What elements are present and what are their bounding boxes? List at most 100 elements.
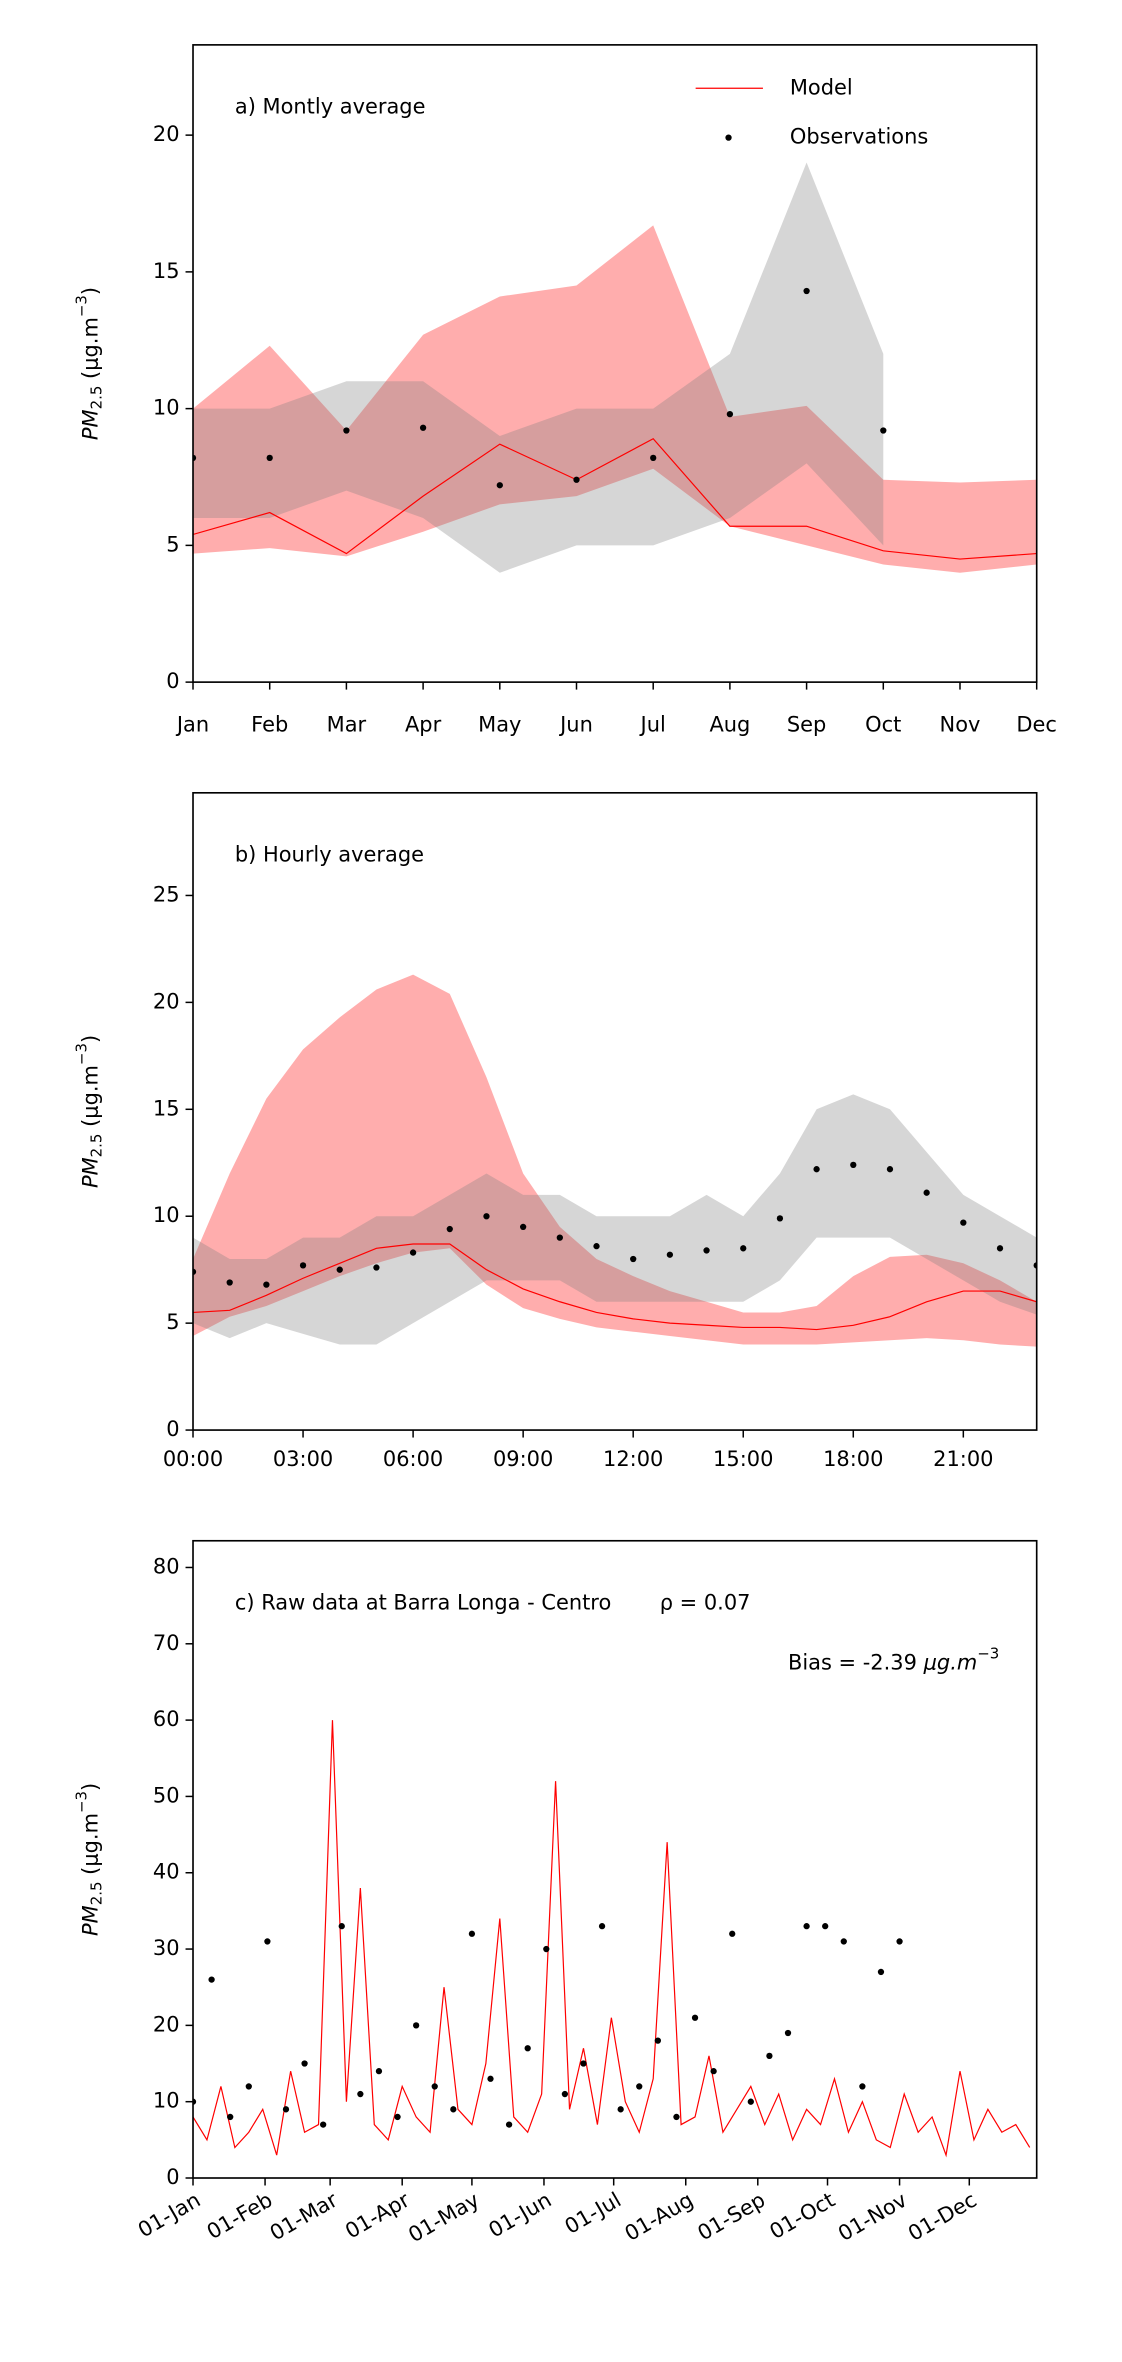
observation-dot bbox=[320, 2121, 327, 2128]
observation-dot bbox=[803, 287, 810, 295]
observation-dot bbox=[673, 2113, 680, 2121]
y-tick-label: 5 bbox=[166, 1310, 179, 1334]
y-tick-label: 20 bbox=[153, 2012, 180, 2036]
y-axis-label-part: PM bbox=[78, 1905, 102, 1936]
observation-dot bbox=[245, 2083, 252, 2090]
y-axis-label-part: PM bbox=[78, 409, 102, 440]
observation-dot bbox=[822, 1923, 829, 1930]
x-tick-label: 01-Sep bbox=[693, 2188, 769, 2246]
y-axis-label-part: ) bbox=[78, 287, 102, 295]
y-tick-label: 60 bbox=[153, 1707, 180, 1731]
y-tick-label: 70 bbox=[153, 1631, 180, 1655]
legend-label: Model bbox=[790, 75, 853, 99]
y-axis-label-part: (μg.m bbox=[78, 1813, 102, 1882]
observation-dot bbox=[840, 1938, 847, 1945]
x-tick-label: Dec bbox=[1016, 713, 1057, 737]
x-tick-label: 01-Feb bbox=[203, 2188, 277, 2244]
x-tick-label: 09:00 bbox=[493, 1447, 553, 1471]
observation-dot bbox=[803, 1923, 810, 1930]
observation-dot bbox=[766, 2052, 773, 2060]
y-tick-label: 25 bbox=[153, 882, 180, 906]
x-tick-label: Oct bbox=[865, 713, 901, 737]
observation-dot bbox=[726, 410, 734, 418]
y-tick-label: 15 bbox=[153, 259, 180, 283]
observation-dot bbox=[784, 2029, 792, 2037]
panel-title: b) Hourly average bbox=[235, 843, 424, 867]
observation-dot bbox=[524, 2045, 531, 2052]
x-tick-label: Jun bbox=[558, 713, 593, 737]
observation-dot bbox=[483, 1213, 490, 1220]
y-axis-label: PM2.5 (μg.m−3) bbox=[72, 1035, 105, 1188]
y-axis-label-part: 2.5 bbox=[87, 386, 105, 410]
observation-dot bbox=[409, 1249, 417, 1256]
bias-part: −3 bbox=[977, 1644, 999, 1662]
y-axis-label-part: PM bbox=[78, 1157, 102, 1188]
observation-dot bbox=[877, 1968, 885, 1976]
band bbox=[193, 974, 1037, 1347]
observation-dot bbox=[556, 1234, 563, 1241]
legend-marker bbox=[725, 134, 732, 141]
observation-dot bbox=[357, 2090, 364, 2098]
bias-annotation: Bias = -2.39 μg.m−3 bbox=[788, 1644, 999, 1674]
axes-frame bbox=[192, 1539, 1038, 2179]
bias-part: μg.m bbox=[923, 1650, 978, 1674]
x-tick-label: 06:00 bbox=[383, 1447, 443, 1471]
x-tick-label: Feb bbox=[251, 713, 288, 737]
observation-dot bbox=[543, 1945, 550, 1953]
observation-dot bbox=[886, 1166, 894, 1173]
plot-area bbox=[193, 1720, 1031, 2158]
observation-dot bbox=[710, 2068, 717, 2075]
observation-dot bbox=[431, 2083, 438, 2090]
observation-dot bbox=[264, 1938, 271, 1945]
x-tick-label: Jul bbox=[639, 713, 666, 737]
y-tick-label: 10 bbox=[153, 1203, 180, 1227]
x-tick-label: 01-Mar bbox=[266, 2187, 342, 2245]
axes-frame bbox=[192, 44, 1038, 683]
observation-dot bbox=[850, 1161, 857, 1169]
y-tick-label: 20 bbox=[153, 989, 180, 1013]
x-tick-label: Apr bbox=[405, 713, 442, 737]
observation-dot bbox=[776, 1215, 784, 1222]
y-tick-label: 0 bbox=[166, 669, 179, 693]
observation-dot bbox=[747, 2098, 754, 2105]
observation-dot bbox=[650, 454, 657, 461]
observation-dot bbox=[654, 2037, 661, 2044]
axes-frame bbox=[192, 791, 1038, 1431]
observation-dot bbox=[859, 2083, 866, 2090]
x-tick-label: 01-Oct bbox=[766, 2188, 839, 2244]
observation-dot bbox=[419, 424, 427, 431]
y-tick-label: 10 bbox=[153, 396, 180, 420]
y-tick-label: 40 bbox=[153, 1860, 180, 1884]
x-tick-label: 01-Jan bbox=[134, 2188, 205, 2243]
observation-dot bbox=[208, 1976, 215, 1983]
model-line bbox=[193, 437, 1037, 560]
observation-dot bbox=[636, 2083, 643, 2090]
y-axis-label: PM2.5 (μg.m−3) bbox=[72, 1783, 105, 1936]
observation-dot bbox=[520, 1223, 527, 1231]
y-tick-label: 0 bbox=[166, 1417, 179, 1441]
x-tick-label: May bbox=[478, 713, 521, 737]
y-axis-label-part: (μg.m bbox=[78, 1065, 102, 1134]
observation-dot bbox=[505, 2121, 513, 2128]
x-tick-label: 01-Apr bbox=[341, 2187, 414, 2243]
observation-dot bbox=[468, 1930, 476, 1937]
panel-title: a) Montly average bbox=[235, 95, 426, 119]
y-tick-label: 0 bbox=[166, 2165, 179, 2189]
x-tick-label: 15:00 bbox=[713, 1447, 773, 1471]
x-tick-label: 01-Dec bbox=[904, 2188, 981, 2246]
x-tick-label: 01-Aug bbox=[621, 2188, 698, 2246]
observation-dot bbox=[227, 2113, 234, 2121]
y-tick-label: 20 bbox=[153, 122, 180, 146]
y-axis-label-part: ) bbox=[78, 1783, 102, 1791]
annotation: ρ = 0.07 bbox=[660, 1591, 751, 1615]
observation-dot bbox=[593, 1243, 600, 1250]
observation-dot bbox=[729, 1930, 736, 1937]
bias-part: Bias = -2.39 bbox=[788, 1650, 924, 1674]
observation-dot bbox=[896, 1938, 903, 1945]
x-tick-label: Aug bbox=[709, 713, 750, 737]
observation-dot bbox=[446, 1225, 453, 1233]
y-tick-label: 10 bbox=[153, 2089, 180, 2113]
y-axis-label-part: (μg.m bbox=[78, 317, 102, 386]
